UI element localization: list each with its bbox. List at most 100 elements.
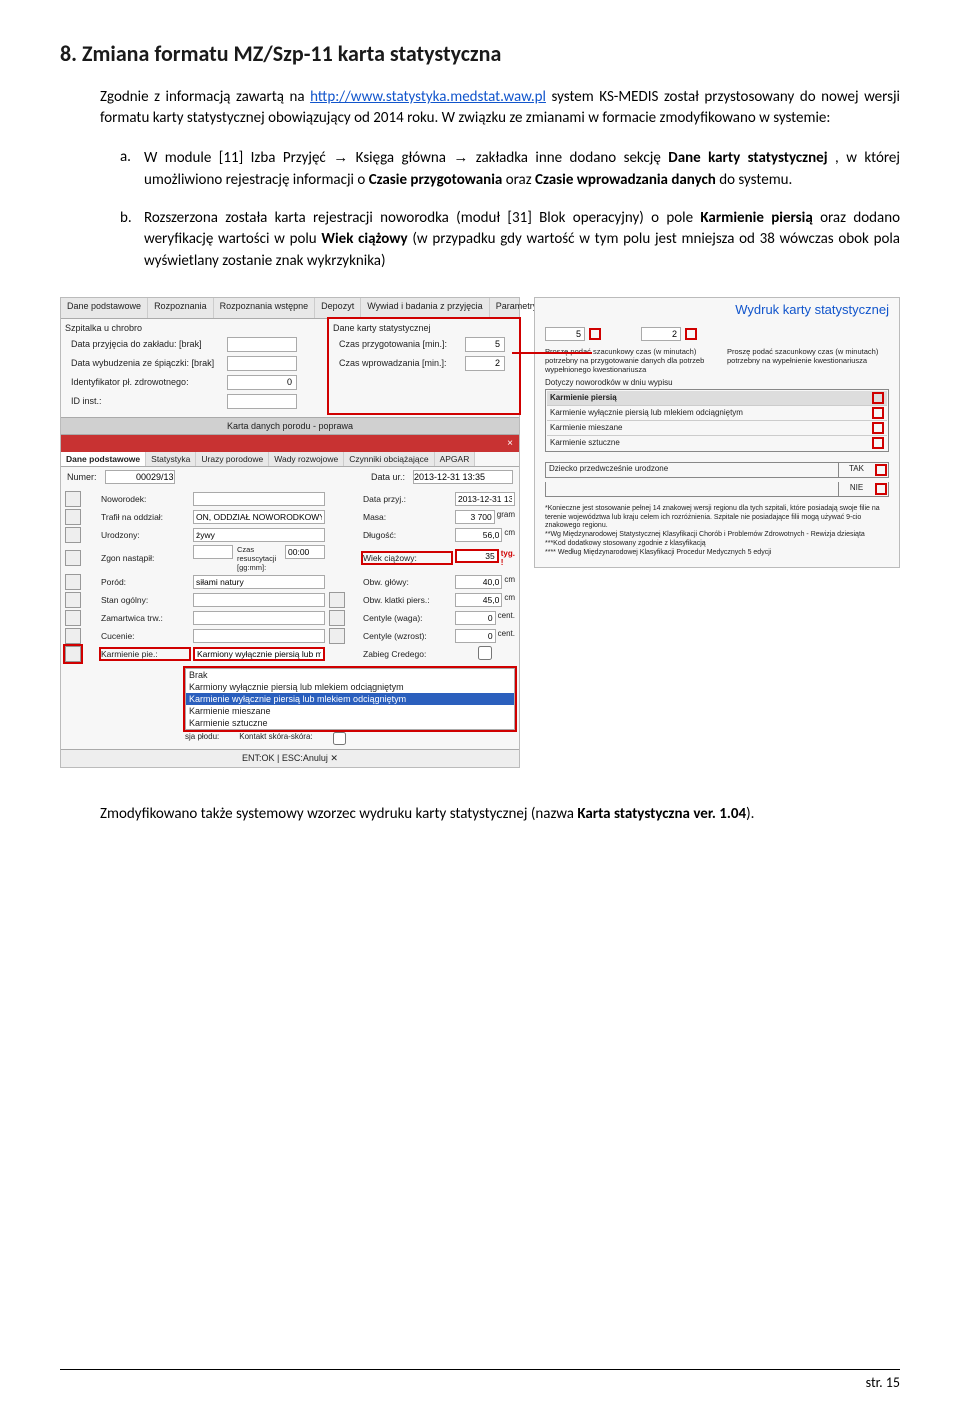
close-icon[interactable]: × [507, 438, 513, 449]
row-icon[interactable] [65, 592, 81, 608]
closing-pre: Zmodyfikowano także systemowy wzorzec wy… [100, 805, 577, 823]
dropdown-option-selected[interactable]: Karmienie wyłącznie piersią lub mlekiem … [186, 693, 514, 705]
karmienie-input[interactable] [193, 647, 325, 661]
row-icon[interactable] [329, 628, 345, 644]
czas-przygot-input[interactable] [465, 337, 505, 352]
czas-b-input[interactable] [641, 327, 681, 341]
red-connector-line [512, 352, 592, 354]
left-screenshot: Dane podstawowe Rozpoznania Rozpoznania … [60, 297, 520, 768]
subtab[interactable]: Urazy porodowe [196, 452, 269, 466]
numer-input[interactable] [105, 470, 175, 484]
dropdown-option[interactable]: Karmiony wyłącznie piersią lub mlekiem o… [186, 681, 514, 693]
right-screenshot: Wydruk karty statystycznej Proszę podać … [534, 297, 900, 569]
red-marker [685, 328, 697, 340]
kontakt-checkbox[interactable] [333, 732, 346, 745]
przedwczesne-box: Dziecko przedwcześnie urodzone TAK [545, 462, 889, 478]
statystyka-link[interactable]: http://www.statystyka.medstat.waw.pl [310, 88, 546, 106]
intro-paragraph: Zgodnie z informacją zawartą na http://w… [60, 87, 900, 129]
marker-a: a. [120, 147, 131, 169]
row-icon[interactable] [65, 550, 81, 566]
row-icon[interactable] [65, 491, 81, 507]
i[interactable] [193, 575, 325, 589]
mini2: Proszę podać szacunkowy czas (w minutach… [727, 347, 889, 374]
input[interactable] [227, 375, 297, 390]
porod-title: Karta danych porodu - poprawa [61, 417, 519, 435]
u: cent. [498, 629, 515, 643]
dropdown-option[interactable]: Karmienie mieszane [186, 705, 514, 717]
tab[interactable]: Wywiad i badania z przyjęcia [361, 298, 489, 318]
i[interactable] [193, 492, 325, 506]
dataur-label: Data ur.: [371, 472, 405, 482]
i[interactable] [193, 510, 325, 524]
closing-post: ). [746, 805, 754, 823]
karmienie-dropdown[interactable]: Brak Karmiony wyłącznie piersią lub mlek… [185, 668, 515, 730]
l: Zgon nastąpił: [101, 553, 189, 563]
numer-label: Numer: [67, 472, 97, 482]
label: Identyfikator pł. zdrowotnego: [71, 377, 221, 387]
input[interactable] [227, 356, 297, 371]
subtab[interactable]: Dane podstawowe [61, 452, 146, 466]
section1-title: Szpitalka u chrobro [65, 321, 324, 335]
subtab[interactable]: Wady rozwojowe [269, 452, 344, 466]
red-marker [875, 483, 887, 495]
dropdown-option[interactable]: Karmienie sztuczne [186, 717, 514, 729]
i[interactable] [193, 528, 325, 542]
kbox-row: Karmienie wyłącznie piersią lub mlekiem … [550, 408, 743, 417]
row-icon[interactable] [329, 592, 345, 608]
l: Urodzony: [101, 530, 189, 540]
tab[interactable]: Rozpoznania wstępne [214, 298, 316, 318]
czas-a-input[interactable] [545, 327, 585, 341]
row-icon[interactable] [329, 610, 345, 626]
i[interactable] [455, 575, 502, 589]
i[interactable] [455, 510, 495, 524]
dataur-input[interactable] [413, 470, 513, 484]
page-heading: 8. Zmiana formatu MZ/Szp-11 karta statys… [60, 40, 900, 67]
kbox-row: Karmienie mieszane [550, 423, 622, 432]
porod-grid: Noworodek: Data przyj.: Trafił na oddzia… [61, 487, 519, 668]
tab[interactable]: Dane podstawowe [61, 298, 148, 318]
i[interactable] [455, 611, 496, 625]
subtab[interactable]: Statystyka [146, 452, 196, 466]
u: cm [504, 528, 515, 542]
i[interactable] [193, 545, 233, 559]
input[interactable] [227, 394, 297, 409]
tab[interactable]: Rozpoznania [148, 298, 214, 318]
i[interactable] [455, 528, 502, 542]
i[interactable] [193, 629, 325, 643]
l: Cucenie: [101, 631, 189, 641]
czas-wprow-input[interactable] [465, 356, 505, 371]
l: Data przyj.: [363, 494, 451, 504]
row-icon[interactable] [65, 610, 81, 626]
closing-bold: Karta statystyczna ver. 1.04 [577, 805, 746, 823]
i[interactable] [193, 593, 325, 607]
window-titlebar: × [61, 435, 519, 452]
row-icon[interactable] [65, 628, 81, 644]
a-t5: do systemu. [719, 171, 792, 189]
zabieg-checkbox[interactable] [455, 646, 515, 660]
label: Czas przygotowania [min.]: [339, 339, 459, 349]
tab[interactable]: Depozyt [315, 298, 361, 318]
i[interactable] [455, 492, 515, 506]
screenshot-composite: Dane podstawowe Rozpoznania Rozpoznania … [60, 297, 900, 768]
subtab[interactable]: APGAR [435, 452, 476, 466]
dropdown-option[interactable]: Brak [186, 669, 514, 681]
u: gram [497, 510, 515, 524]
u: cm [504, 593, 515, 607]
row-icon[interactable] [65, 509, 81, 525]
i[interactable] [193, 611, 325, 625]
l: Noworodek: [101, 494, 189, 504]
footnote: *Konieczne jest stosowanie pełnej 14 zna… [545, 505, 889, 558]
i[interactable] [455, 593, 502, 607]
u: cent. [498, 611, 515, 625]
karmienie-icon[interactable] [65, 646, 81, 662]
l: Centyle (wzrost): [363, 631, 451, 641]
l: Kontakt skóra-skóra: [239, 732, 312, 745]
input[interactable] [227, 337, 297, 352]
closing-paragraph: Zmodyfikowano także systemowy wzorzec wy… [60, 804, 900, 825]
i[interactable] [455, 629, 496, 643]
row-icon[interactable] [65, 574, 81, 590]
i[interactable] [285, 545, 325, 559]
wiek-ciazowy-input[interactable] [455, 549, 499, 563]
row-icon[interactable] [65, 527, 81, 543]
subtab[interactable]: Czynniki obciążające [344, 452, 434, 466]
